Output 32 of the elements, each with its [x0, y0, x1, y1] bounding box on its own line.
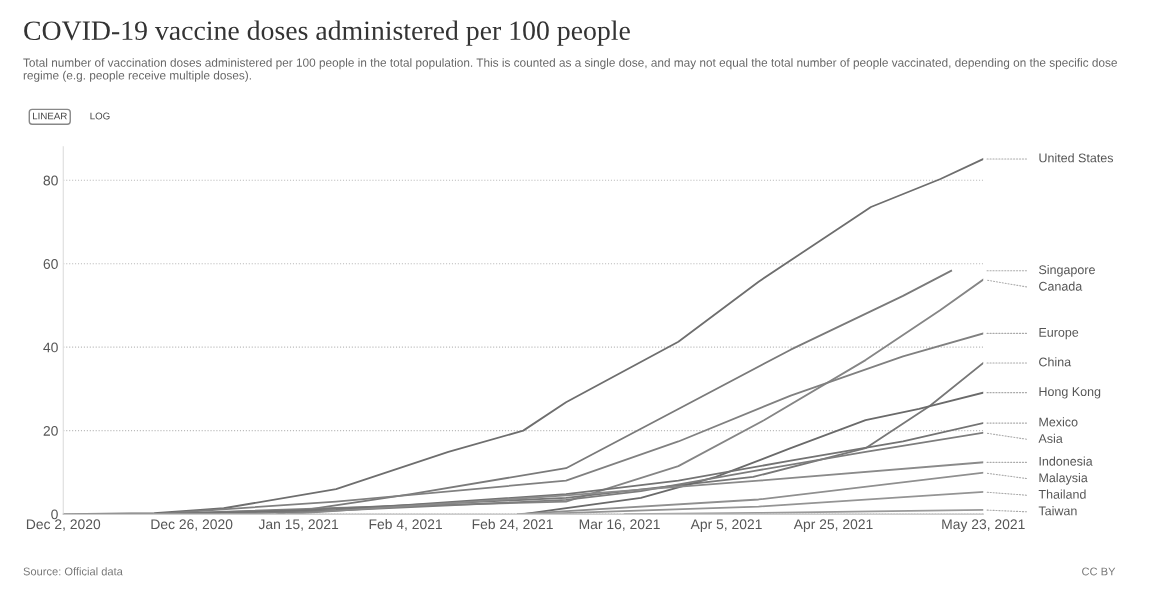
- x-tick-label: Feb 24, 2021: [472, 518, 553, 531]
- chart-title: COVID-19 vaccine doses administered per 100 people: [24, 20, 630, 46]
- x-tick-label: Mar 16, 2021: [579, 519, 660, 531]
- text: China: [1039, 357, 1072, 367]
- text: Taiwan: [1038, 506, 1077, 516]
- text: Mexico: [1039, 417, 1078, 427]
- x-tick-label: Feb 4, 2021: [369, 518, 442, 531]
- text: CC BY: [1082, 567, 1116, 576]
- text: Malaysia: [1039, 473, 1088, 485]
- text: Asia: [1038, 433, 1063, 443]
- x-tick-label: May 23, 2021: [942, 519, 1025, 532]
- y-tick-label: 20: [43, 425, 58, 436]
- text: Europe: [1039, 328, 1079, 340]
- x-tick-label: Jan 15, 2021: [258, 519, 339, 531]
- y-tick-label: 80: [43, 175, 58, 186]
- source-note: Source: Official data: [23, 567, 123, 576]
- y-tick-label: 60: [43, 259, 58, 269]
- text: Singapore: [1039, 264, 1095, 277]
- x-tick-label: Dec 2, 2020: [26, 519, 101, 531]
- y-tick-label: 40: [43, 342, 58, 353]
- chart-subtitle: Total number of vaccination doses administered per 100 people in the total population. This is counted as a single dose, and may not equal the total number of people vaccinated, depending on the specific dose regime (e.g. people receive multiple doses).: [23, 58, 1117, 82]
- text: Thailand: [1038, 489, 1086, 499]
- text: Hong Kong: [1039, 387, 1101, 399]
- x-tick-label: Apr 25, 2021: [793, 519, 873, 532]
- text: LOG: [90, 112, 110, 120]
- text: Canada: [1039, 281, 1083, 291]
- text: United States: [1039, 153, 1114, 163]
- y-tick-label: 0: [51, 509, 58, 520]
- x-tick-label: Apr 5, 2021: [690, 519, 762, 532]
- x-tick-label: Dec 26, 2020: [151, 519, 233, 531]
- text: Indonesia: [1039, 456, 1093, 466]
- text: LINEAR: [33, 112, 67, 120]
